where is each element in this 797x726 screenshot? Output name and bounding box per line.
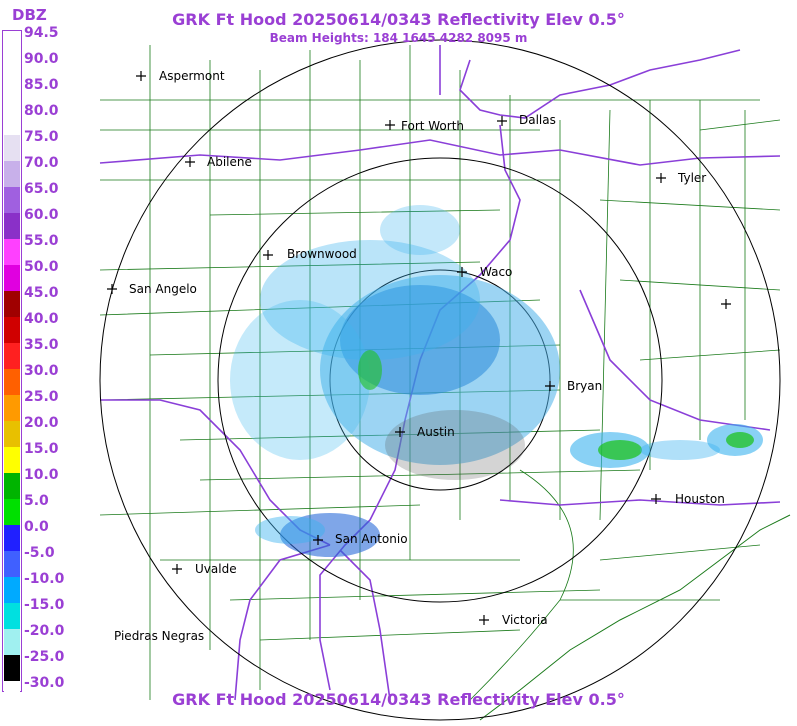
- legend-label: -20.0: [24, 623, 65, 639]
- city-marker-waco: [457, 267, 467, 277]
- legend-label: -10.0: [24, 571, 65, 587]
- city-label-tyler: Tyler: [677, 171, 706, 185]
- legend-label: 35.0: [24, 337, 59, 353]
- legend-label: 40.0: [24, 311, 59, 327]
- city-marker-abilene: [185, 157, 195, 167]
- legend-label: 70.0: [24, 155, 59, 171]
- legend-swatch: [4, 109, 20, 135]
- legend-label: -25.0: [24, 649, 65, 665]
- city-marker-aspermont: [136, 71, 146, 81]
- legend-swatch: [4, 369, 20, 395]
- legend-swatch: [4, 603, 20, 629]
- legend-swatch: [4, 629, 20, 655]
- legend-swatch: [4, 473, 20, 499]
- legend-label: 10.0: [24, 467, 59, 483]
- legend-swatch: [4, 499, 20, 525]
- city-label-dallas: Dallas: [519, 113, 556, 127]
- city-labels: Aspermont Fort Worth Dallas Abilene Tyle…: [114, 69, 725, 643]
- legend-label: 50.0: [24, 259, 59, 275]
- city-label-houston: Houston: [675, 492, 725, 506]
- page-title: GRK Ft Hood 20250614/0343 Reflectivity E…: [172, 10, 625, 29]
- city-marker-uvalde: [172, 564, 182, 574]
- legend-swatch: [4, 655, 20, 681]
- city-label-piedras-negras: Piedras Negras: [114, 629, 204, 643]
- city-label-san-antonio: San Antonio: [335, 532, 408, 546]
- legend-swatch: [4, 57, 20, 83]
- reflectivity-echoes: [230, 205, 763, 557]
- legend-label: 94.5: [24, 25, 59, 41]
- city-marker-victoria: [479, 615, 489, 625]
- city-label-bryan: Bryan: [567, 379, 602, 393]
- legend-swatch: [4, 135, 20, 161]
- city-label-aspermont: Aspermont: [159, 69, 225, 83]
- legend-label: 25.0: [24, 389, 59, 405]
- legend-swatch: [4, 395, 20, 421]
- legend-swatch: [4, 551, 20, 577]
- city-marker-tyler: [656, 173, 666, 183]
- legend-swatch: [4, 239, 20, 265]
- legend-label: 5.0: [24, 493, 49, 509]
- legend-swatch: [4, 525, 20, 551]
- footer-title: GRK Ft Hood 20250614/0343 Reflectivity E…: [172, 690, 625, 709]
- legend-swatch: [4, 161, 20, 187]
- legend-swatch: [4, 577, 20, 603]
- city-label-brownwood: Brownwood: [287, 247, 357, 261]
- legend-title: DBZ: [12, 6, 47, 24]
- legend-label: 80.0: [24, 103, 59, 119]
- legend-label: 85.0: [24, 77, 59, 93]
- legend-label: -15.0: [24, 597, 65, 613]
- legend-swatch: [4, 421, 20, 447]
- city-marker-dallas: [497, 116, 507, 126]
- legend-label: 75.0: [24, 129, 59, 145]
- city-marker-unmarked: [721, 299, 731, 309]
- legend-swatch: [4, 447, 20, 473]
- legend-swatch: [4, 317, 20, 343]
- legend-label: 45.0: [24, 285, 59, 301]
- legend-label: 55.0: [24, 233, 59, 249]
- legend-swatch: [4, 213, 20, 239]
- city-marker-austin: [395, 427, 405, 437]
- legend-label: 0.0: [24, 519, 49, 535]
- legend-label: 90.0: [24, 51, 59, 67]
- legend-swatch: [4, 343, 20, 369]
- legend-swatch: [4, 681, 20, 707]
- legend-label: 65.0: [24, 181, 59, 197]
- city-marker-bryan: [545, 381, 555, 391]
- legend-label: -5.0: [24, 545, 55, 561]
- legend-swatch: [4, 83, 20, 109]
- city-markers: [107, 71, 731, 625]
- city-label-austin: Austin: [417, 425, 455, 439]
- city-label-fort-worth: Fort Worth: [401, 119, 464, 133]
- city-label-uvalde: Uvalde: [195, 562, 237, 576]
- legend-swatch: [4, 265, 20, 291]
- city-label-waco: Waco: [480, 265, 512, 279]
- legend-swatch: [4, 291, 20, 317]
- city-marker-san-antonio: [313, 535, 323, 545]
- legend-swatch: [4, 31, 20, 57]
- beam-heights-subtitle: Beam Heights: 184 1645 4282 8095 m: [269, 31, 528, 45]
- gulf-coastline: [479, 514, 791, 721]
- legend-label: 20.0: [24, 415, 59, 431]
- city-marker-brownwood: [263, 250, 273, 260]
- legend-label: 15.0: [24, 441, 59, 457]
- city-label-abilene: Abilene: [207, 155, 252, 169]
- legend-color-bar: [2, 30, 22, 707]
- legend-label: 30.0: [24, 363, 59, 379]
- legend-label: -30.0: [24, 675, 65, 691]
- city-marker-houston: [651, 494, 661, 504]
- city-label-san-angelo: San Angelo: [129, 282, 197, 296]
- city-marker-san-angelo: [107, 284, 117, 294]
- legend-label: 60.0: [24, 207, 59, 223]
- city-label-victoria: Victoria: [502, 613, 548, 627]
- legend-swatch: [4, 187, 20, 213]
- city-marker-fort-worth: [385, 120, 395, 130]
